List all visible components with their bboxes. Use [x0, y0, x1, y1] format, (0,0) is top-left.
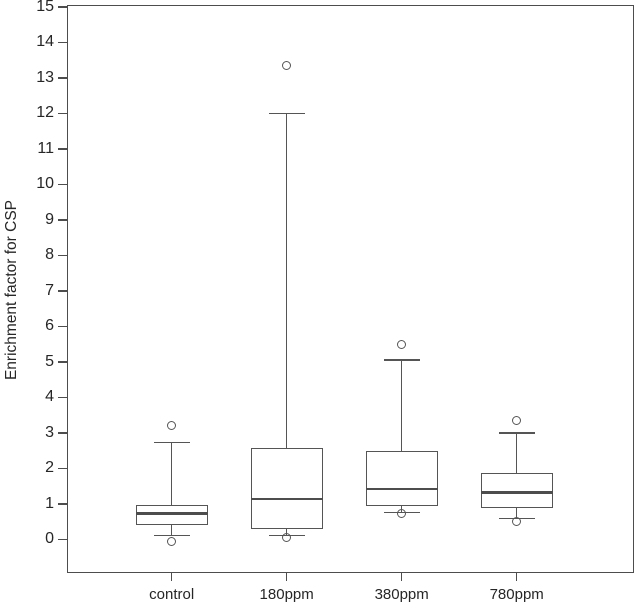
y-tick-label: 5 [45, 352, 54, 370]
y-axis-tick [58, 503, 67, 505]
x-axis-tick [285, 573, 288, 581]
x-axis-tick [515, 573, 518, 581]
y-axis-tick [58, 183, 67, 186]
iqr-box [135, 505, 208, 526]
y-axis-tick [58, 6, 67, 8]
outlier-point [167, 421, 177, 431]
upper-whisker-cap [383, 359, 420, 361]
y-tick-label: 4 [45, 388, 54, 406]
y-axis-tick [58, 112, 67, 115]
y-tick-label: 1 [45, 494, 54, 512]
y-tick-label: 0 [45, 530, 54, 548]
y-axis-tick [58, 538, 67, 541]
lower-whisker [285, 529, 288, 536]
x-tick-label: 780ppm [489, 586, 544, 603]
y-tick-label: 7 [45, 281, 54, 299]
median-line [250, 497, 323, 501]
upper-whisker-cap [153, 441, 190, 444]
upper-whisker-cap [498, 432, 535, 434]
y-tick-label: 3 [45, 423, 54, 441]
y-tick-label: 6 [45, 317, 54, 335]
upper-whisker-cap [268, 112, 305, 115]
median-line [135, 512, 208, 515]
y-tick-label: 10 [36, 175, 54, 193]
outlier-point [282, 533, 292, 542]
y-axis-tick [58, 41, 67, 44]
x-axis-tick [400, 573, 403, 581]
y-axis-tick [58, 290, 67, 292]
median-line [480, 491, 553, 494]
x-tick-label: 180ppm [259, 586, 314, 603]
y-tick-label: 8 [45, 246, 54, 264]
x-axis-tick [170, 573, 173, 581]
y-axis-tick [58, 219, 67, 221]
upper-whisker [285, 113, 288, 449]
outlier-point [512, 415, 522, 425]
x-tick-label: 380ppm [374, 586, 429, 603]
upper-whisker [515, 432, 518, 474]
y-axis-tick [58, 325, 67, 328]
y-tick-label: 2 [45, 459, 54, 477]
outlier-point [397, 339, 407, 349]
y-axis-tick [58, 396, 67, 399]
x-tick-label: control [149, 586, 195, 603]
y-tick-label: 13 [36, 68, 54, 86]
y-axis-tick [58, 148, 67, 150]
y-axis-tick [58, 361, 67, 363]
y-tick-label: 11 [37, 139, 54, 157]
y-tick-label: 12 [36, 104, 54, 122]
outlier-point [282, 60, 292, 70]
lower-whisker [515, 508, 518, 519]
y-tick-label: 15 [36, 0, 54, 15]
outlier-point [167, 536, 177, 546]
y-axis-tick [58, 254, 67, 257]
lower-whisker [170, 525, 173, 536]
iqr-box [250, 448, 323, 530]
median-line [365, 487, 438, 491]
upper-whisker [400, 360, 403, 452]
iqr-box [480, 473, 553, 509]
y-axis-tick [58, 467, 67, 470]
y-tick-label: 9 [45, 210, 54, 228]
y-axis-tick [58, 432, 67, 434]
outlier-point [512, 517, 522, 527]
upper-whisker [170, 442, 173, 506]
iqr-box [365, 451, 438, 507]
y-tick-label: 14 [36, 33, 54, 51]
outlier-point [397, 509, 407, 519]
y-axis-tick [58, 77, 67, 79]
lower-whisker-cap [153, 534, 190, 537]
